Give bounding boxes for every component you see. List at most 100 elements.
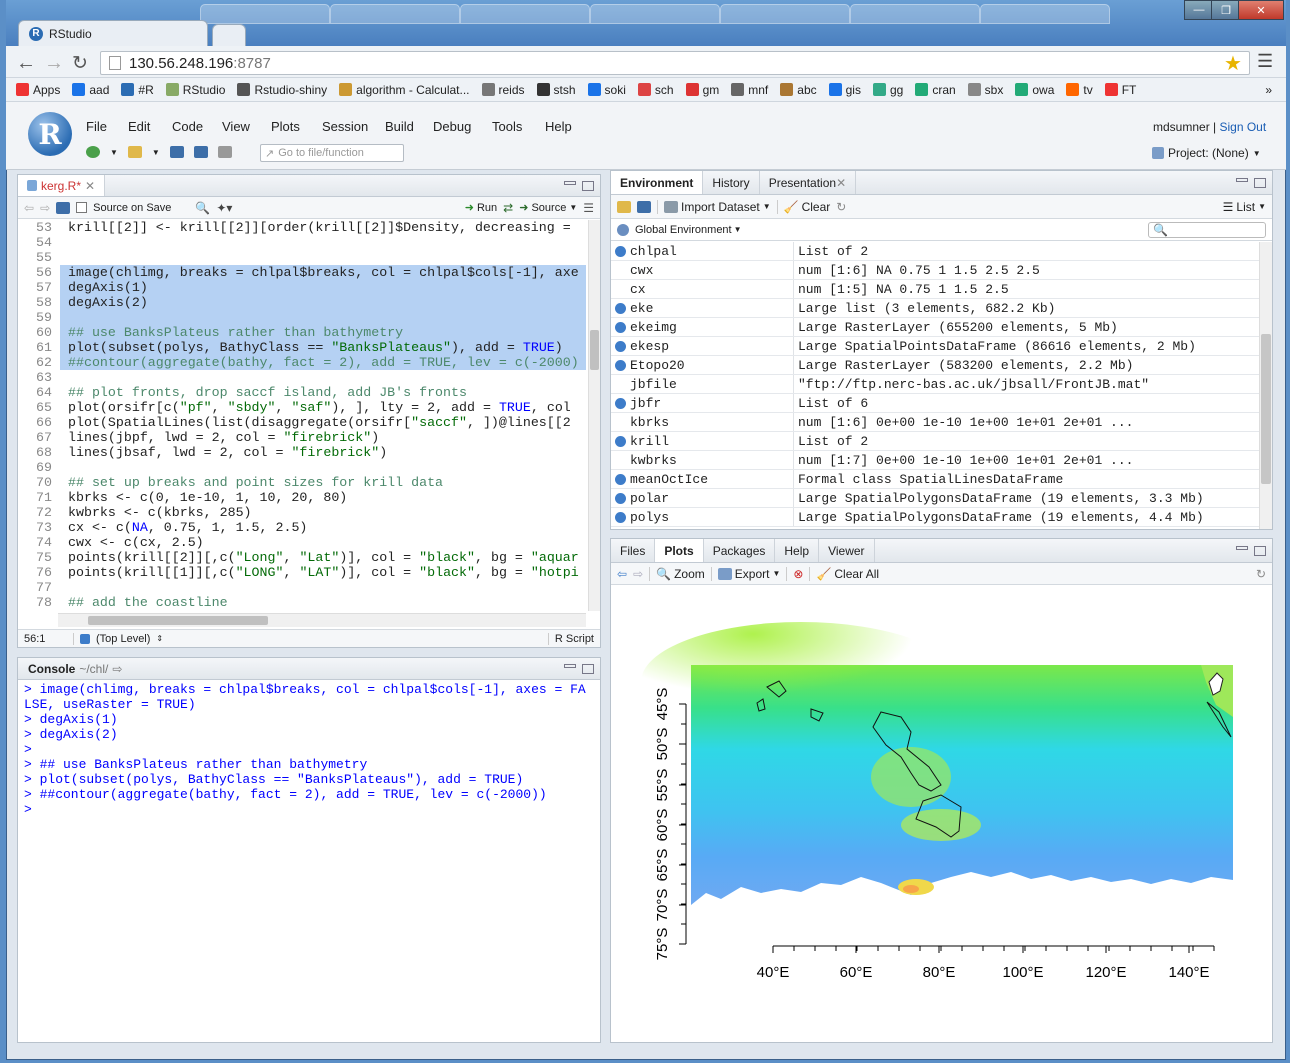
back-arrow-icon[interactable]: ←	[16, 52, 36, 74]
expand-icon[interactable]	[615, 435, 626, 447]
menu-edit[interactable]: Edit	[128, 119, 151, 134]
bookmark-18[interactable]: tv	[1066, 83, 1093, 97]
active-tab[interactable]: R RStudio	[18, 20, 208, 46]
code-line[interactable]: 63	[18, 370, 586, 385]
env-row[interactable]: krill List of 2	[611, 432, 1259, 451]
tab-packages[interactable]: Packages	[704, 539, 776, 562]
code-line[interactable]: 73 cx <- c(NA, 0.75, 1, 1.5, 2.5)	[18, 520, 586, 535]
bookmark-12[interactable]: abc	[780, 83, 817, 97]
env-row[interactable]: ekeimg Large RasterLayer (655200 elements…	[611, 318, 1259, 337]
expand-icon[interactable]	[615, 302, 626, 314]
search-icon[interactable]: 🔍	[195, 200, 211, 215]
run-button[interactable]: ➜ Run	[465, 201, 497, 215]
bookmark-17[interactable]: owa	[1015, 83, 1054, 97]
source-on-save-checkbox[interactable]	[76, 202, 88, 213]
tab-kerg-r[interactable]: kerg.R* ✕	[18, 175, 106, 196]
bookmark-11[interactable]: mnf	[731, 83, 768, 97]
bookmark-14[interactable]: gg	[872, 83, 903, 97]
menu-code[interactable]: Code	[172, 119, 204, 134]
code-line[interactable]: 66 plot(SpatialLines(list(disaggregate(or…	[18, 415, 586, 430]
bookmark-10[interactable]: gm	[685, 83, 719, 97]
bookmark-15[interactable]: cran	[915, 83, 956, 97]
back-arrow-icon[interactable]: ⇦	[24, 200, 35, 215]
bookmark-2[interactable]: #R	[121, 83, 154, 97]
env-row[interactable]: cx num [1:5] NA 0.75 1 1.5 2.5	[611, 280, 1259, 299]
menu-build[interactable]: Build	[385, 119, 414, 134]
sign-out-link[interactable]: Sign Out	[1219, 120, 1267, 134]
code-line[interactable]: 54	[18, 235, 586, 250]
bookmark-star-icon[interactable]: ★	[1224, 53, 1242, 75]
menu-session[interactable]: Session	[322, 119, 369, 134]
bookmark-4[interactable]: Rstudio-shiny	[237, 83, 327, 97]
project-menu[interactable]: Project: (None) ▼	[1152, 146, 1261, 160]
close-icon[interactable]: ✕	[85, 178, 96, 193]
new-tab-button[interactable]	[212, 24, 246, 46]
env-row[interactable]: kbrks num [1:6] 0e+00 1e-10 1e+00 1e+01 2…	[611, 413, 1259, 432]
env-row[interactable]: chlpal List of 2	[611, 242, 1259, 261]
address-bar[interactable]: 130.56.248.196:8787	[100, 51, 1250, 75]
code-line[interactable]: 65 plot(orsifr[c("pf", "sbdy", "saf"), ],…	[18, 400, 586, 415]
forward-arrow-icon[interactable]: ⇨	[40, 200, 51, 215]
new-file-icon[interactable]	[86, 146, 100, 158]
tab-plots[interactable]: Plots	[655, 539, 704, 562]
expand-icon[interactable]	[615, 397, 626, 409]
minimize-pane-icon[interactable]	[564, 180, 576, 185]
save-icon[interactable]	[56, 201, 71, 214]
chevron-down-icon[interactable]: ▼	[110, 147, 118, 157]
maximize-pane-icon[interactable]	[582, 180, 594, 191]
background-tab[interactable]	[850, 4, 980, 24]
remove-plot-icon[interactable]: ⊗	[786, 566, 803, 581]
menu-file[interactable]: File	[86, 119, 107, 134]
bookmark-7[interactable]: stsh	[536, 83, 576, 97]
open-folder-icon[interactable]	[127, 146, 142, 158]
code-line[interactable]: 74 cwx <- c(cx, 2.5)	[18, 535, 586, 550]
code-line[interactable]: 68 lines(jbsaf, lwd = 2, col = "firebrick…	[18, 445, 586, 460]
bookmark-8[interactable]: soki	[587, 83, 626, 97]
save-icon[interactable]	[637, 200, 651, 213]
code-line[interactable]: 61 plot(subset(polys, BathyClass == "Bank…	[18, 340, 586, 355]
bookmark-16[interactable]: sbx	[967, 83, 1003, 97]
maximize-pane-icon[interactable]	[582, 663, 594, 674]
expand-icon[interactable]	[615, 511, 626, 523]
code-line[interactable]: 79	[18, 610, 586, 611]
console-output[interactable]: > image(chlimg, breaks = chlpal$breaks, …	[24, 682, 594, 1032]
more-bookmarks-icon[interactable]: »	[1265, 82, 1272, 97]
bookmark-19[interactable]: FT	[1104, 83, 1136, 97]
code-line[interactable]: 78 ## add the coastline	[18, 595, 586, 610]
tab-viewer[interactable]: Viewer	[819, 539, 875, 562]
code-line[interactable]: 64 ## plot fronts, drop saccf island, add…	[18, 385, 586, 400]
code-line[interactable]: 75 points(krill[[2]][,c("Long", "Lat")], …	[18, 550, 586, 565]
expand-icon[interactable]	[615, 340, 626, 352]
scroll-thumb[interactable]	[590, 330, 599, 370]
bookmark-13[interactable]: gis	[828, 83, 861, 97]
horizontal-scrollbar[interactable]	[58, 613, 586, 627]
tab-environment[interactable]: Environment	[611, 171, 704, 194]
maximize-pane-icon[interactable]	[1254, 545, 1266, 556]
background-tab[interactable]	[330, 4, 460, 24]
env-row[interactable]: Etopo20 Large RasterLayer (583200 element…	[611, 356, 1259, 375]
chrome-menu-icon[interactable]: ☰	[1257, 51, 1274, 71]
chevron-down-icon[interactable]: ▼	[151, 147, 160, 157]
maximize-button[interactable]: ❐	[1211, 0, 1241, 20]
menu-plots[interactable]: Plots	[271, 119, 300, 134]
minimize-button[interactable]: —	[1184, 0, 1214, 20]
background-tab[interactable]	[460, 4, 590, 24]
env-row[interactable]: jbfr List of 6	[611, 394, 1259, 413]
save-icon[interactable]	[169, 146, 184, 158]
code-line[interactable]: 53 krill[[2]] <- krill[[2]][order(krill[[…	[18, 220, 586, 235]
menu-help[interactable]: Help	[545, 119, 572, 134]
save-all-icon[interactable]	[193, 146, 208, 158]
file-type-menu[interactable]: R Script	[547, 632, 594, 645]
env-row[interactable]: jbfile "ftp://ftp.nerc-bas.ac.uk/jbsall/F…	[611, 375, 1259, 394]
code-line[interactable]: 67 lines(jbpf, lwd = 2, col = "firebrick"…	[18, 430, 586, 445]
rerun-icon[interactable]: ⇄	[503, 200, 514, 215]
maximize-pane-icon[interactable]	[1254, 177, 1266, 188]
refresh-icon[interactable]: ↻	[1255, 566, 1266, 581]
background-tab[interactable]	[590, 4, 720, 24]
env-row[interactable]: ekesp Large SpatialPointsDataFrame (86616…	[611, 337, 1259, 356]
reload-icon[interactable]: ↻	[72, 53, 88, 74]
code-line[interactable]: 69	[18, 460, 586, 475]
bookmark-9[interactable]: sch	[637, 83, 674, 97]
tab-presentation[interactable]: Presentation ✕	[760, 171, 857, 194]
minimize-pane-icon[interactable]	[1236, 177, 1248, 182]
